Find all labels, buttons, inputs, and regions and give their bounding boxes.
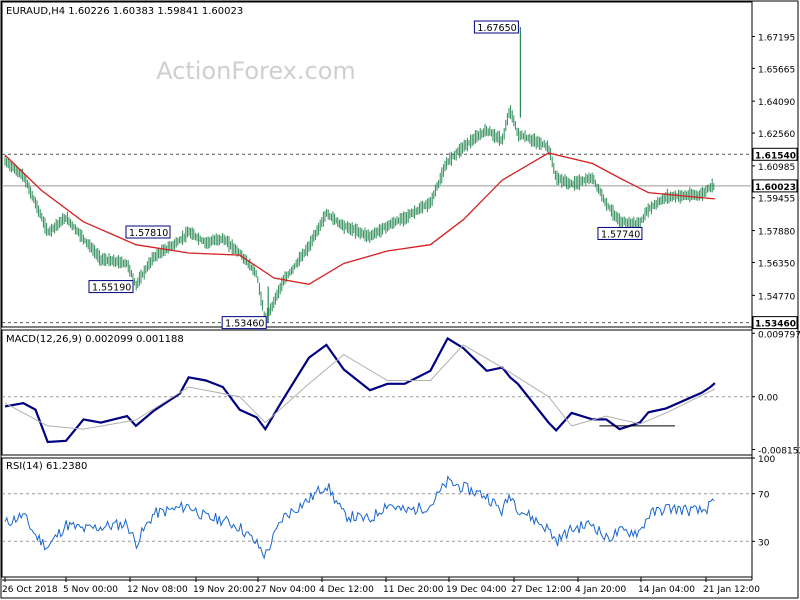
price-annotation-label: 1.57740 xyxy=(601,229,640,240)
x-tick-label: 4 Jan 20:00 xyxy=(575,585,627,595)
price-annotation-tag xyxy=(88,280,134,294)
x-tick-label: 5 Nov 00:00 xyxy=(63,585,118,595)
x-tick-label: 27 Dec 12:00 xyxy=(511,585,572,595)
price-level-label: 1.60023 xyxy=(755,183,796,193)
macd-panel-frame xyxy=(1,329,753,456)
price-level-label: 1.53460 xyxy=(755,320,796,330)
price-y-tick-label: 1.57880 xyxy=(758,228,795,238)
x-tick-label: 14 Jan 04:00 xyxy=(638,585,695,595)
x-tick-label: 19 Dec 04:00 xyxy=(446,585,507,595)
price-y-tick-label: 1.54770 xyxy=(758,292,795,302)
price-annotation-tag xyxy=(473,20,519,34)
macd-line xyxy=(4,336,716,444)
price-level-tag xyxy=(752,179,798,193)
macd-y-tick-label: 0.00 xyxy=(758,394,778,404)
macd-signal-line xyxy=(4,344,716,430)
price-y-tick-label: 1.67195 xyxy=(758,33,795,43)
grid-lines xyxy=(2,153,752,542)
x-tick-label: 12 Nov 08:00 xyxy=(127,585,188,595)
axes: 1.61540 1.60023 1.53460 1.67195 1.65665 1.640… xyxy=(2,33,800,595)
x-tick-label: 21 Jan 12:00 xyxy=(703,585,760,595)
text-labels: ActionForex.com EURAUD,H4 1.60226 1.60383… xyxy=(6,6,356,472)
x-tick-label: 4 Dec 12:00 xyxy=(319,585,374,595)
macd-y-tick-label: -0.008152 xyxy=(758,447,800,457)
rsi-title: RSI(14) 61.2380 xyxy=(6,461,87,472)
rsi-panel xyxy=(4,475,715,560)
price-annotation-tag xyxy=(597,226,643,240)
x-tick-label: 26 Oct 2018 xyxy=(2,585,58,595)
price-y-tick-label: 1.56350 xyxy=(758,259,795,269)
price-y-tick-label: 1.62560 xyxy=(758,130,795,140)
price-annotation-label: 1.53460 xyxy=(225,319,264,330)
price-y-tick-label: 1.65665 xyxy=(758,65,795,75)
moving-average-line xyxy=(4,152,715,285)
x-tick-label: 11 Dec 20:00 xyxy=(383,585,444,595)
price-annotation-tag xyxy=(125,225,171,239)
price-level-tag xyxy=(752,147,798,161)
price-y-tick-label: 1.59455 xyxy=(758,195,795,205)
x-tick-label: 19 Nov 20:00 xyxy=(193,585,254,595)
macd-panel xyxy=(4,336,716,444)
watermark-text: ActionForex.com xyxy=(156,57,356,85)
rsi-y-tick-label: 30 xyxy=(758,538,770,548)
rsi-y-tick-label: 100 xyxy=(758,455,775,465)
price-panel: 1.57810 1.55190 1.53460 1.67650 1.57740 xyxy=(4,20,715,330)
price-panel-frame xyxy=(1,1,753,328)
macd-y-tick-label: 0.009797 xyxy=(758,330,800,340)
price-y-tick-label: 1.60985 xyxy=(758,163,795,173)
macd-title: MACD(12,26,9) 0.002099 0.001188 xyxy=(6,334,184,345)
x-tick-label: 27 Nov 04:00 xyxy=(255,585,316,595)
price-level-label: 1.61540 xyxy=(755,151,796,161)
rsi-panel-frame xyxy=(1,457,753,578)
price-annotation-label: 1.55190 xyxy=(92,283,131,294)
price-title: EURAUD,H4 1.60226 1.60383 1.59841 1.6002… xyxy=(6,6,243,17)
price-level-tag xyxy=(752,316,798,330)
rsi-y-tick-label: 70 xyxy=(758,491,770,501)
price-annotation-label: 1.67650 xyxy=(477,23,516,34)
price-annotation-tag xyxy=(221,316,267,330)
price-annotation-label: 1.57810 xyxy=(129,228,168,239)
price-y-tick-label: 1.64090 xyxy=(758,98,795,108)
rsi-line xyxy=(4,475,715,560)
